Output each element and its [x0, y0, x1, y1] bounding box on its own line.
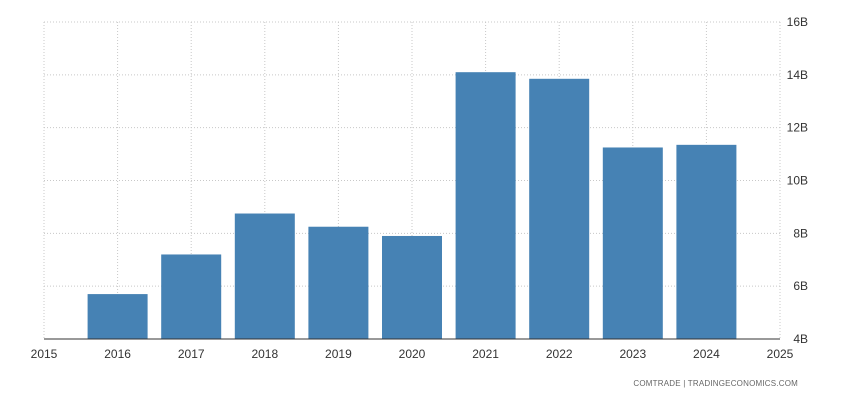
bar-2017	[161, 254, 222, 339]
source-credit: COMTRADE | TRADINGECONOMICS.COM	[633, 379, 798, 388]
bar-2018	[234, 213, 295, 339]
x-tick-label: 2025	[767, 347, 794, 361]
bar-2021	[455, 72, 516, 340]
bars	[87, 72, 737, 340]
y-tick-label: 12B	[787, 121, 808, 135]
bar-2022	[529, 78, 590, 339]
x-tick-label: 2019	[325, 347, 352, 361]
x-tick-label: 2023	[619, 347, 646, 361]
x-tick-labels: 2015 2016 2017 2018 2019 2020 2021 2022 2023 2024…	[31, 347, 794, 361]
y-tick-label: 14B	[787, 68, 808, 82]
y-tick-label: 6B	[793, 279, 808, 293]
bar-2019	[308, 226, 369, 339]
x-tick-label: 2022	[546, 347, 573, 361]
x-tick-label: 2017	[178, 347, 205, 361]
x-tick-label: 2021	[472, 347, 499, 361]
x-tick-label: 2016	[104, 347, 131, 361]
y-tick-labels: 4B 6B 8B 10B 12B 14B 16B	[787, 15, 808, 346]
y-tick-label: 4B	[793, 332, 808, 346]
bar-2023	[602, 147, 663, 339]
x-tick-label: 2020	[399, 347, 426, 361]
x-tick-label: 2024	[693, 347, 720, 361]
x-tick-label: 2015	[31, 347, 58, 361]
y-tick-label: 8B	[793, 226, 808, 240]
y-tick-label: 16B	[787, 15, 808, 29]
bar-2020	[382, 235, 442, 339]
bar-2016	[87, 294, 148, 339]
y-tick-label: 10B	[787, 174, 808, 188]
bar-2024	[676, 144, 737, 339]
x-tick-label: 2018	[251, 347, 278, 361]
